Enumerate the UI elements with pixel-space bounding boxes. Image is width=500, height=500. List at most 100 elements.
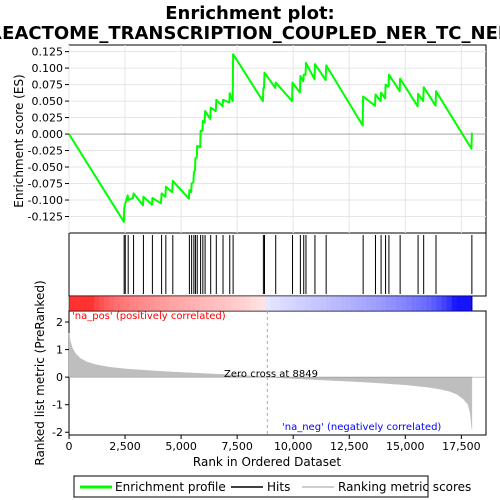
heatmap-cell [376, 296, 382, 311]
heatmap-cell [114, 296, 120, 311]
heatmap-cell [466, 296, 473, 311]
es-y-tick-label: 0.050 [32, 95, 64, 108]
heatmap-cell [325, 296, 332, 311]
es-y-tick-label: -0.075 [28, 178, 63, 191]
heatmap-cell [210, 296, 216, 311]
heatmap-cell [215, 296, 221, 311]
heatmap-cell [416, 296, 423, 311]
heatmap-cell [174, 296, 181, 311]
heatmap-cell [305, 296, 312, 311]
heatmap-cell [310, 296, 317, 311]
heatmap-cell [421, 296, 428, 311]
heatmap-cell [159, 296, 166, 311]
heatmap-cell [149, 296, 156, 311]
heatmap-cell [154, 296, 161, 311]
heatmap-cell [169, 296, 176, 311]
heatmap-cell [426, 296, 433, 311]
heatmap-cell [396, 296, 402, 311]
legend: Enrichment profile Hits Ranking metric s… [73, 475, 471, 498]
heatmap-cell [406, 296, 413, 311]
heatmap-cell [129, 296, 136, 311]
x-ticks: 0 2,500 5,000 7,500 10,000 12,500 15,000 17,500 [66, 435, 481, 453]
es-y-axis-label: Enrichment score (ES) [12, 74, 26, 207]
ranked-y-tick-label: 2 [56, 316, 63, 329]
heatmap-cell [446, 296, 453, 311]
ranked-y-axis-label: Ranked list metric (PreRanked) [33, 280, 47, 465]
x-tick-label: 5,000 [165, 440, 197, 453]
ranked-y-ticks: -2 -1 0 1 2 [52, 316, 69, 439]
heatmap-cell [124, 296, 131, 311]
heatmap-cell [441, 296, 448, 311]
heatmap-cell [69, 296, 75, 311]
heatmap-cell [139, 296, 146, 311]
hit-marks [123, 235, 473, 294]
heatmap-cell [225, 296, 231, 311]
ranked-y-tick-label: 0 [56, 371, 63, 384]
es-y-tick-label: -0.025 [28, 145, 63, 158]
x-axis-label: Rank in Ordered Dataset [193, 455, 341, 469]
heatmap-cell [164, 296, 171, 311]
ranked-y-tick-label: -2 [52, 426, 63, 439]
heatmap-cell [431, 296, 438, 311]
heatmap-cell [456, 296, 463, 311]
heatmap-cell [386, 296, 392, 311]
heatmap-cell [245, 296, 251, 311]
legend-profile-label: Enrichment profile [115, 480, 226, 494]
heatmap-cell [220, 296, 226, 311]
chart-subtitle: REACTOME_TRANSCRIPTION_COUPLED_NER_TC_NE… [0, 23, 500, 44]
heatmap-cell [94, 296, 100, 311]
heatmap-cell [89, 296, 95, 311]
heatmap-cell [335, 296, 342, 311]
heatmap-cell [204, 296, 211, 311]
ranking-heatmap-bar [68, 295, 473, 312]
x-tick-label: 12,500 [330, 440, 369, 453]
heatmap-cell [315, 296, 322, 311]
heatmap-cell [411, 296, 418, 311]
heatmap-cell [280, 296, 287, 311]
heatmap-cell [104, 296, 110, 311]
heatmap-cell [109, 296, 115, 311]
heatmap-cell [84, 296, 90, 311]
heatmap-cell [230, 296, 236, 311]
heatmap-cell [436, 296, 443, 311]
heatmap-cell [250, 296, 256, 311]
ranked-metric-fill [68, 332, 473, 430]
es-profile-line [68, 53, 473, 223]
ranked-y-tick-label: -1 [52, 399, 63, 412]
x-tick-label: 2,500 [109, 440, 141, 453]
heatmap-cell [199, 296, 206, 311]
heatmap-cell [295, 296, 302, 311]
heatmap-cell [330, 296, 337, 311]
neg-correlated-label: 'na_neg' (negatively correlated) [282, 422, 441, 433]
es-y-tick-label: 0.000 [32, 128, 64, 141]
heatmap-cell [240, 296, 246, 311]
es-y-tick-label: 0.100 [32, 62, 64, 75]
x-tick-label: 0 [66, 440, 73, 453]
heatmap-cell [401, 296, 408, 311]
heatmap-cell [119, 296, 125, 311]
heatmap-cell [345, 296, 352, 311]
heatmap-cell [79, 296, 85, 311]
heatmap-cell [144, 296, 151, 311]
heatmap-cell [300, 296, 307, 311]
legend-hits-label: Hits [267, 480, 290, 494]
es-y-tick-label: 0.125 [32, 46, 64, 59]
heatmap-cell [270, 296, 277, 311]
heatmap-cell [265, 296, 272, 311]
es-y-ticks: -0.125 -0.100 -0.075 -0.050 -0.025 0.000 0.025… [28, 46, 69, 224]
es-profile-series [68, 53, 473, 223]
es-y-tick-label: 0.075 [32, 79, 64, 92]
heatmap-cell [290, 296, 297, 311]
heatmap-cell [194, 296, 201, 311]
heatmap-cell [275, 296, 282, 311]
heatmap-cell [184, 296, 191, 311]
heatmap-cell [260, 296, 267, 311]
zero-cross-label: Zero cross at 8849 [224, 369, 318, 380]
x-tick-label: 17,500 [442, 440, 481, 453]
es-panel-frame [68, 44, 487, 234]
heatmap-cell [134, 296, 141, 311]
heatmap-cell [285, 296, 292, 311]
heatmap-cell [179, 296, 186, 311]
es-y-tick-label: -0.050 [28, 161, 63, 174]
